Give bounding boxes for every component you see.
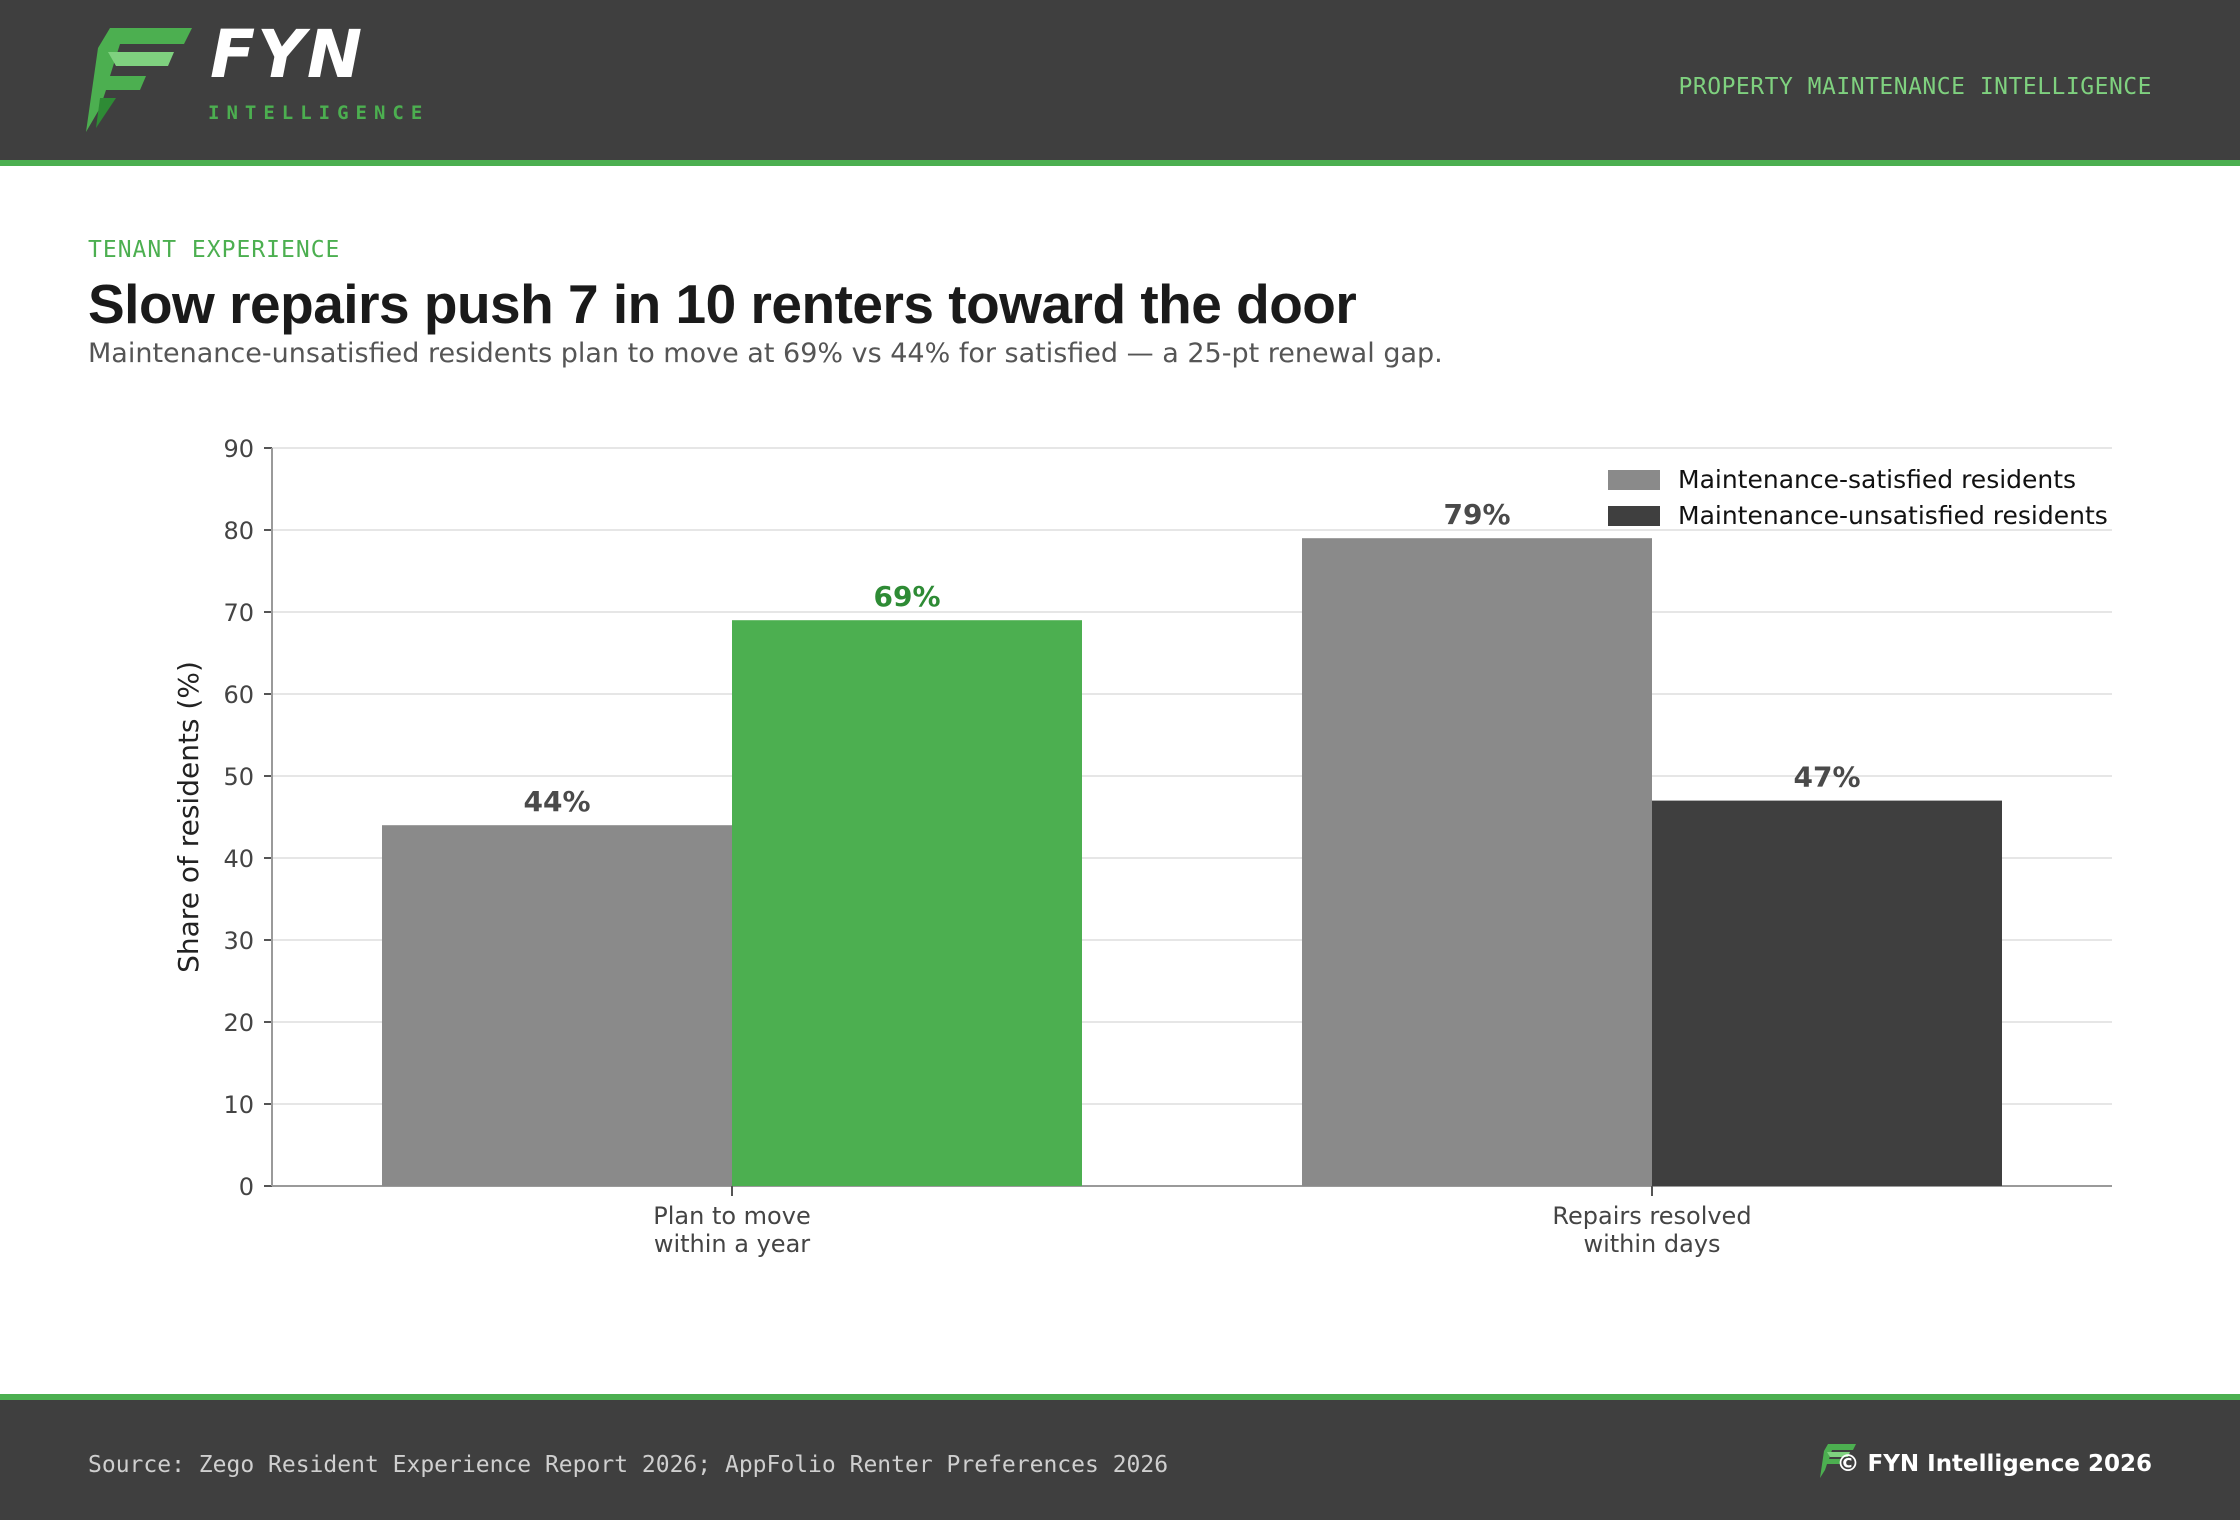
brand-wordmark: FYN xyxy=(210,16,365,93)
y-tick-label: 40 xyxy=(223,845,254,873)
bar-satisfied xyxy=(1302,538,1652,1186)
brand-subtitle: INTELLIGENCE xyxy=(208,102,430,124)
y-axis-label: Share of residents (%) xyxy=(172,661,205,973)
page-subtitle: Maintenance-unsatisfied residents plan t… xyxy=(88,338,1443,369)
data-label: 44% xyxy=(523,785,590,818)
y-tick-label: 0 xyxy=(239,1173,254,1201)
y-tick-label: 30 xyxy=(223,927,254,955)
source-note: Source: Zego Resident Experience Report … xyxy=(88,1452,1169,1478)
legend-swatch xyxy=(1608,506,1660,526)
bar-unsatisfied xyxy=(1652,800,2002,1186)
fyn-footer-logo-icon xyxy=(1820,1444,1856,1478)
section-kicker: TENANT EXPERIENCE xyxy=(88,237,341,263)
legend-swatch xyxy=(1608,470,1660,490)
y-tick-label: 20 xyxy=(223,1009,254,1037)
copyright-note: © FYN Intelligence 2026 xyxy=(1836,1451,2153,1477)
header-accent-rule xyxy=(0,160,2240,166)
page-footer xyxy=(0,1400,2240,1520)
x-tick-label: within days xyxy=(1583,1230,1720,1258)
footer-accent-rule xyxy=(0,1394,2240,1400)
fyn-logo-icon xyxy=(86,28,192,132)
bar-satisfied xyxy=(382,825,732,1186)
legend-label: Maintenance-satisfied residents xyxy=(1678,465,2076,494)
x-tick-label: Plan to move xyxy=(653,1202,810,1230)
x-tick-label: Repairs resolved xyxy=(1552,1202,1751,1230)
bar-chart: 0 10 20 30 40 50 60 70 80 90 Share of residents (%… xyxy=(172,435,2112,1258)
page-header xyxy=(0,0,2240,160)
y-tick-label: 90 xyxy=(223,435,254,463)
legend-label: Maintenance-unsatisfied residents xyxy=(1678,501,2108,530)
y-tick-label: 10 xyxy=(223,1091,254,1119)
y-tick-label: 70 xyxy=(223,599,254,627)
y-tick-label: 80 xyxy=(223,517,254,545)
x-tick-label: within a year xyxy=(654,1230,810,1258)
page-title: Slow repairs push 7 in 10 renters toward… xyxy=(88,273,1357,335)
header-tagline: PROPERTY MAINTENANCE INTELLIGENCE xyxy=(1678,74,2152,100)
y-tick-label: 50 xyxy=(223,763,254,791)
data-label: 69% xyxy=(873,580,940,613)
bar-unsatisfied xyxy=(732,620,1082,1186)
data-label: 47% xyxy=(1793,761,1860,794)
y-tick-label: 60 xyxy=(223,681,254,709)
data-label: 79% xyxy=(1443,498,1510,531)
